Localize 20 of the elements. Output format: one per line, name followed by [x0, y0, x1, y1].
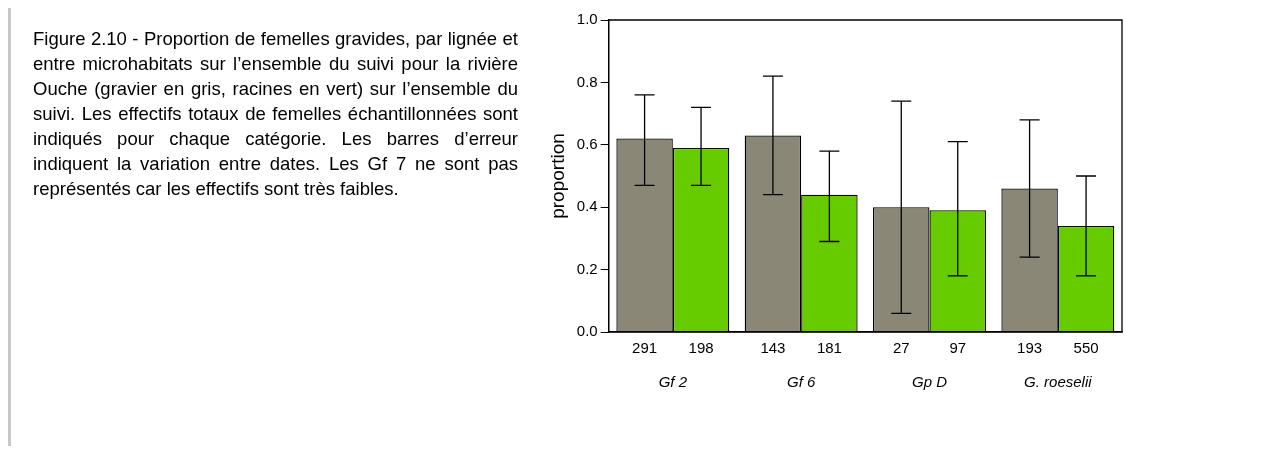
y-tick-label: 1.0 [576, 10, 598, 28]
x-tick-label: Gf 2 [658, 373, 688, 391]
y-tick-label: 0.8 [576, 72, 598, 90]
text: 291 [632, 339, 658, 357]
y-tick-label: 0.4 [576, 197, 598, 215]
text: 143 [760, 339, 786, 357]
y-tick-label: 0.2 [576, 259, 598, 277]
text: 27 [892, 339, 910, 357]
text: 193 [1017, 339, 1043, 357]
caption: Figure 2.10 - Proportion de femelles gravides, par lignée et entre microhabitats sur l’ensemble du suivi pour la rivière Ouche (gravier en gris, racines en vert) sur l’ensemble du suivi. Les effectifs totaux de femelles échantillonnées sont indiqués pour chaque catégorie. Les barres d’erreur indiquent la variation entre dates. Les Gf 7 ne sont pas représentés car les effectifs sont très faibles. [33, 27, 518, 201]
y-axis-title: proportion [546, 133, 568, 219]
x-tick-label: G. roeselii [1024, 373, 1093, 391]
x-tick-label: Gf 6 [786, 373, 816, 391]
x-tick-label: Gp D [911, 373, 948, 391]
text: 181 [816, 339, 842, 357]
text: 198 [688, 339, 714, 357]
text: 550 [1073, 339, 1099, 357]
text: 97 [949, 339, 967, 357]
y-tick-label: 0.0 [576, 322, 598, 340]
y-tick-label: 0.6 [576, 134, 598, 152]
